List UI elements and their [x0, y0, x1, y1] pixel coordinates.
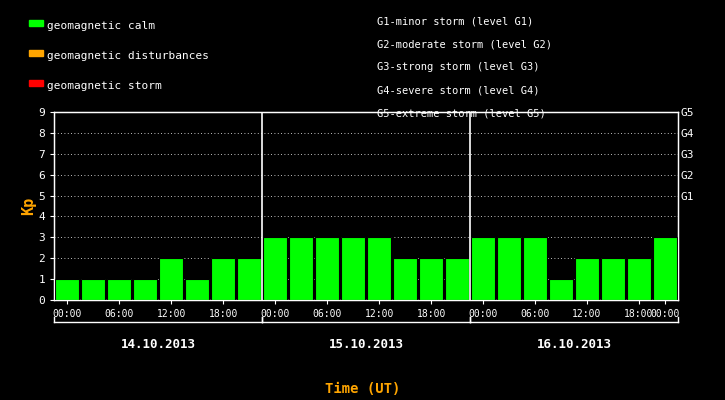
- Text: G4-severe storm (level G4): G4-severe storm (level G4): [377, 86, 539, 96]
- Bar: [289, 237, 313, 300]
- Text: G5-extreme storm (level G5): G5-extreme storm (level G5): [377, 109, 546, 119]
- Bar: [133, 279, 157, 300]
- Text: 15.10.2013: 15.10.2013: [328, 338, 404, 351]
- Bar: [55, 279, 79, 300]
- Text: G3-strong storm (level G3): G3-strong storm (level G3): [377, 62, 539, 72]
- Bar: [160, 258, 183, 300]
- Bar: [237, 258, 261, 300]
- Text: geomagnetic calm: geomagnetic calm: [47, 21, 155, 31]
- Bar: [186, 279, 210, 300]
- Text: 16.10.2013: 16.10.2013: [536, 338, 611, 351]
- Text: G1-minor storm (level G1): G1-minor storm (level G1): [377, 16, 534, 26]
- Bar: [653, 237, 677, 300]
- Y-axis label: Kp: Kp: [21, 197, 36, 215]
- Bar: [419, 258, 443, 300]
- Text: 14.10.2013: 14.10.2013: [121, 338, 196, 351]
- Bar: [263, 237, 287, 300]
- Bar: [367, 237, 391, 300]
- Bar: [601, 258, 625, 300]
- Bar: [575, 258, 599, 300]
- Bar: [497, 237, 521, 300]
- Bar: [393, 258, 417, 300]
- Bar: [315, 237, 339, 300]
- Bar: [549, 279, 573, 300]
- Bar: [107, 279, 131, 300]
- Bar: [81, 279, 105, 300]
- Text: Time (UT): Time (UT): [325, 382, 400, 396]
- Bar: [341, 237, 365, 300]
- Text: geomagnetic disturbances: geomagnetic disturbances: [47, 51, 210, 61]
- Text: geomagnetic storm: geomagnetic storm: [47, 81, 162, 91]
- Bar: [445, 258, 469, 300]
- Bar: [523, 237, 547, 300]
- Bar: [211, 258, 235, 300]
- Bar: [627, 258, 651, 300]
- Bar: [471, 237, 495, 300]
- Text: G2-moderate storm (level G2): G2-moderate storm (level G2): [377, 39, 552, 49]
